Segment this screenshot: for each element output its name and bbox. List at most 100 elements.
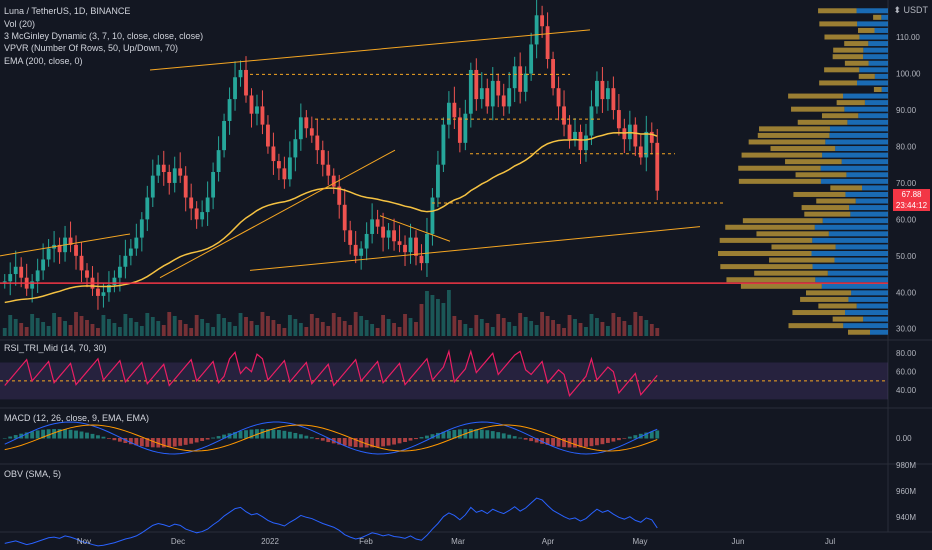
candle-body — [266, 124, 270, 147]
obv-pane-label[interactable]: OBV (SMA, 5) — [4, 469, 62, 479]
macd-histogram-bar — [496, 432, 501, 439]
macd-histogram-bar — [41, 429, 46, 439]
vpvr-up-bar — [843, 93, 888, 99]
volume-bar — [13, 319, 18, 336]
volume-bar — [123, 314, 128, 336]
legend-vpvr[interactable]: VPVR (Number Of Rows, 50, Up/Down, 70) — [4, 43, 179, 53]
macd-histogram-bar — [551, 438, 555, 446]
candle-body — [595, 80, 599, 107]
candle-body — [496, 80, 501, 96]
macd-histogram-bar — [183, 438, 188, 445]
vpvr-up-bar — [855, 198, 888, 204]
legend-ema[interactable]: EMA (200, close, 0) — [4, 56, 83, 66]
vpvr-up-bar — [863, 316, 888, 322]
candle-body — [463, 113, 468, 143]
volume-bar — [523, 317, 528, 336]
macd-histogram-bar — [627, 436, 632, 439]
volume-bar — [24, 327, 29, 336]
volume-bar — [320, 322, 325, 336]
volume-bar — [128, 318, 133, 336]
macd-histogram-bar — [436, 432, 440, 439]
volume-bar — [512, 326, 517, 336]
vpvr-up-bar — [849, 205, 888, 211]
trendline-wedge — [379, 215, 451, 242]
candle-body — [35, 270, 40, 282]
vpvr-down-bar — [844, 41, 869, 47]
vpvr-down-bar — [788, 323, 844, 329]
macd-histogram-bar — [211, 437, 216, 439]
macd-histogram-bar — [8, 436, 13, 439]
vpvr-down-bar — [800, 296, 849, 302]
macd-histogram-bar — [266, 429, 270, 439]
time-axis-label: Jun — [732, 537, 745, 546]
rsi-pane-label[interactable]: RSI_TRI_Mid (14, 70, 30) — [4, 343, 107, 353]
vpvr-up-bar — [827, 270, 888, 276]
volume-bar — [74, 312, 78, 336]
candle-body — [529, 44, 534, 74]
candle-body — [112, 277, 117, 285]
legend-mcginley[interactable]: 3 McGinley Dynamic (3, 7, 10, close, clo… — [4, 31, 204, 41]
volume-bar — [567, 315, 572, 336]
vpvr-up-bar — [845, 191, 888, 197]
vpvr-down-bar — [795, 172, 847, 178]
macd-histogram-bar — [30, 431, 35, 439]
macd-pane-label[interactable]: MACD (12, 26, close, 9, EMA, EMA) — [4, 413, 150, 423]
macd-histogram-bar — [605, 438, 610, 443]
currency-label[interactable]: ⬍ USDT — [893, 5, 928, 16]
candle-body — [518, 66, 523, 92]
last-price-tag: 67.88 23:44:12 — [893, 189, 930, 211]
macd-histogram-bar — [222, 434, 226, 439]
macd-histogram-bar — [600, 438, 605, 445]
volume-bar — [161, 325, 166, 336]
macd-histogram-bar — [298, 434, 303, 439]
candle-body — [101, 292, 106, 296]
volume-bar — [353, 312, 358, 336]
vpvr-up-bar — [848, 296, 888, 302]
candle-body — [205, 197, 210, 213]
volume-bar — [529, 321, 534, 336]
candle-body — [490, 80, 495, 107]
vpvr-down-bar — [742, 218, 823, 224]
macd-histogram-bar — [249, 429, 254, 439]
candle-body — [57, 244, 62, 253]
candle-body — [304, 117, 309, 129]
macd-histogram-bar — [35, 430, 40, 439]
macd-histogram-bar — [529, 438, 534, 442]
volume-bar — [331, 313, 336, 336]
legend-volume[interactable]: Vol (20) — [4, 19, 36, 29]
vpvr-up-bar — [822, 152, 888, 158]
vpvr-up-bar — [845, 310, 888, 316]
candle-body — [309, 128, 314, 136]
macd-histogram-bar — [238, 431, 243, 439]
candle-body — [403, 244, 407, 253]
time-axis-label: Feb — [359, 537, 373, 546]
symbol-title: Luna / TetherUS, 1D, BINANCE — [4, 6, 131, 16]
volume-bar — [540, 312, 545, 336]
volume-bar — [403, 314, 407, 336]
candle-body — [441, 124, 446, 165]
vpvr-up-bar — [847, 119, 888, 125]
volume-bar — [117, 327, 122, 336]
macd-histogram-bar — [518, 437, 523, 439]
candle-body — [551, 59, 555, 89]
macd-histogram-bar — [534, 438, 539, 443]
trendline-upper — [149, 29, 591, 71]
candle-body — [507, 88, 512, 107]
volume-bar — [282, 328, 287, 336]
candle-body — [200, 212, 205, 220]
macd-histogram-bar — [622, 438, 627, 439]
vpvr-down-bar — [801, 205, 850, 211]
macd-histogram-bar — [304, 435, 309, 439]
candle-body — [364, 233, 369, 249]
candle-body — [216, 150, 221, 172]
macd-histogram-bar — [46, 429, 51, 439]
volume-bar — [30, 314, 35, 336]
vpvr-up-bar — [868, 60, 888, 66]
macd-histogram-bar — [200, 438, 205, 442]
macd-histogram-bar — [112, 438, 117, 441]
macd-histogram-bar — [205, 438, 210, 440]
volume-bar — [2, 328, 7, 336]
vpvr-down-bar — [806, 290, 852, 296]
